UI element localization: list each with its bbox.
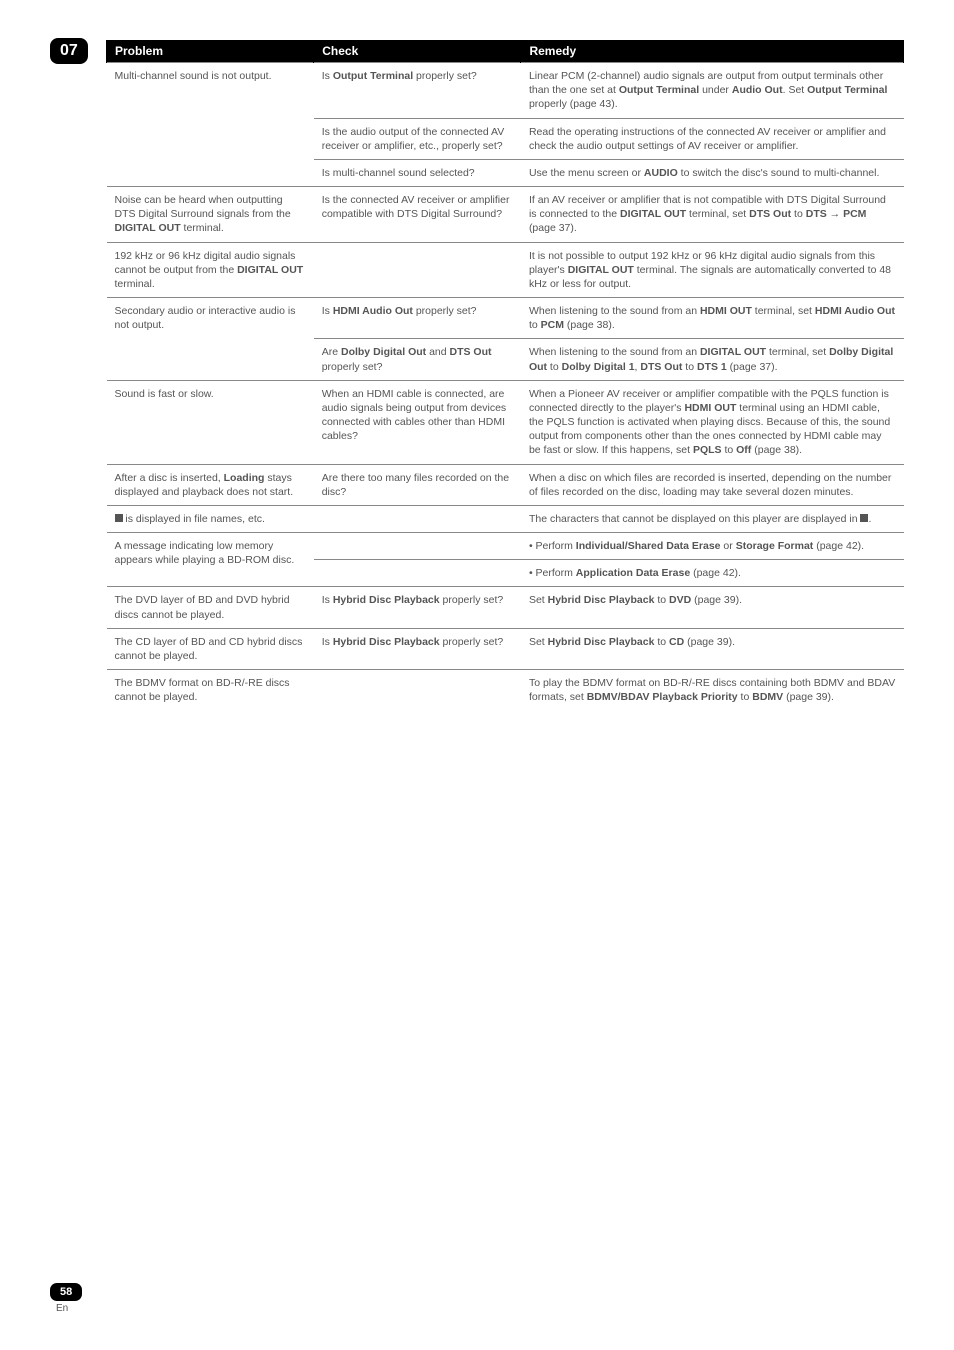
cell-remedy: It is not possible to output 192 kHz or …	[521, 242, 904, 298]
cell-check: Are Dolby Digital Out and DTS Out proper…	[314, 339, 521, 380]
table-row: The CD layer of BD and CD hybrid discs c…	[107, 628, 904, 669]
cell-remedy: When a Pioneer AV receiver or amplifier …	[521, 380, 904, 464]
cell-remedy: When listening to the sound from an DIGI…	[521, 339, 904, 380]
cell-check	[314, 533, 521, 560]
table-row: The DVD layer of BD and DVD hybrid discs…	[107, 587, 904, 628]
cell-check	[314, 505, 521, 532]
footer: 58 En	[50, 1282, 82, 1314]
col-header-check: Check	[314, 40, 521, 63]
cell-remedy: • Perform Individual/Shared Data Erase o…	[521, 533, 904, 560]
cell-problem: Noise can be heard when outputting DTS D…	[107, 187, 314, 243]
table-row: Noise can be heard when outputting DTS D…	[107, 187, 904, 243]
table-row: A message indicating low memory appears …	[107, 533, 904, 560]
cell-remedy: Set Hybrid Disc Playback to CD (page 39)…	[521, 628, 904, 669]
table-row: Sound is fast or slow.When an HDMI cable…	[107, 380, 904, 464]
cell-check	[314, 560, 521, 587]
cell-problem: A message indicating low memory appears …	[107, 533, 314, 587]
cell-check	[314, 242, 521, 298]
table-row: Multi-channel sound is not output.Is Out…	[107, 63, 904, 119]
cell-check: Is the connected AV receiver or amplifie…	[314, 187, 521, 243]
table-body: Multi-channel sound is not output.Is Out…	[107, 63, 904, 711]
cell-remedy: The characters that cannot be displayed …	[521, 505, 904, 532]
table-row: is displayed in file names, etc. The char…	[107, 505, 904, 532]
cell-problem: After a disc is inserted, Loading stays …	[107, 464, 314, 505]
table-header-row: Problem Check Remedy	[107, 40, 904, 63]
cell-remedy: Linear PCM (2-channel) audio signals are…	[521, 63, 904, 119]
cell-check: Is the audio output of the connected AV …	[314, 118, 521, 159]
chapter-number-tab: 07	[50, 38, 88, 64]
language-code: En	[56, 1303, 82, 1314]
cell-check: Is Output Terminal properly set?	[314, 63, 521, 119]
cell-remedy: When a disc on which files are recorded …	[521, 464, 904, 505]
table-row: The BDMV format on BD-R/-RE discs cannot…	[107, 670, 904, 711]
page-number-badge: 58	[50, 1283, 82, 1301]
cell-problem: Sound is fast or slow.	[107, 380, 314, 464]
cell-remedy: Read the operating instructions of the c…	[521, 118, 904, 159]
cell-remedy: When listening to the sound from an HDMI…	[521, 298, 904, 339]
table-row: 192 kHz or 96 kHz digital audio signals …	[107, 242, 904, 298]
cell-problem: The DVD layer of BD and DVD hybrid discs…	[107, 587, 314, 628]
cell-check: When an HDMI cable is connected, are aud…	[314, 380, 521, 464]
cell-remedy: • Perform Application Data Erase (page 4…	[521, 560, 904, 587]
cell-problem: The BDMV format on BD-R/-RE discs cannot…	[107, 670, 314, 711]
cell-problem: Secondary audio or interactive audio is …	[107, 298, 314, 381]
cell-problem: The CD layer of BD and CD hybrid discs c…	[107, 628, 314, 669]
cell-remedy: If an AV receiver or amplifier that is n…	[521, 187, 904, 243]
cell-problem: Multi-channel sound is not output.	[107, 63, 314, 187]
page: 07 Problem Check Remedy Multi-channel so…	[0, 0, 954, 1350]
table-row: After a disc is inserted, Loading stays …	[107, 464, 904, 505]
col-header-remedy: Remedy	[521, 40, 904, 63]
cell-check: Is Hybrid Disc Playback properly set?	[314, 628, 521, 669]
table-row: Secondary audio or interactive audio is …	[107, 298, 904, 339]
col-header-problem: Problem	[107, 40, 314, 63]
cell-check: Is Hybrid Disc Playback properly set?	[314, 587, 521, 628]
cell-remedy: To play the BDMV format on BD-R/-RE disc…	[521, 670, 904, 711]
cell-check: Is HDMI Audio Out properly set?	[314, 298, 521, 339]
cell-check	[314, 670, 521, 711]
cell-check: Is multi-channel sound selected?	[314, 159, 521, 186]
cell-problem: is displayed in file names, etc.	[107, 505, 314, 532]
cell-problem: 192 kHz or 96 kHz digital audio signals …	[107, 242, 314, 298]
cell-remedy: Set Hybrid Disc Playback to DVD (page 39…	[521, 587, 904, 628]
cell-check: Are there too many files recorded on the…	[314, 464, 521, 505]
troubleshooting-table: Problem Check Remedy Multi-channel sound…	[106, 40, 904, 711]
cell-remedy: Use the menu screen or AUDIO to switch t…	[521, 159, 904, 186]
content-area: Problem Check Remedy Multi-channel sound…	[106, 40, 904, 711]
